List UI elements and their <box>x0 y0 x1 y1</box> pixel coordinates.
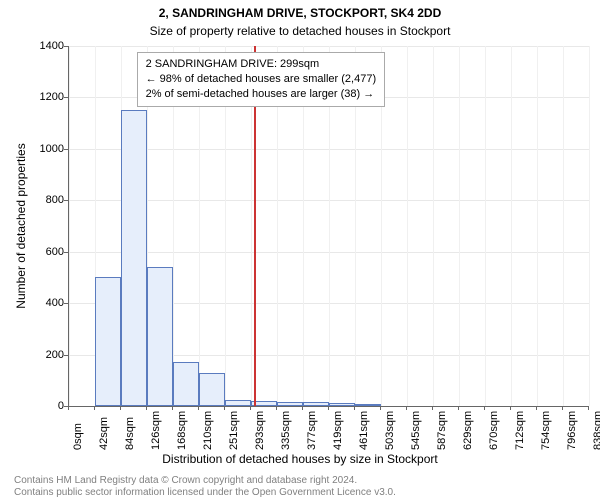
x-tick-mark <box>536 406 537 410</box>
x-tick-label: 587sqm <box>436 411 448 450</box>
y-tick-label: 1000 <box>24 143 64 155</box>
x-gridline <box>563 46 564 406</box>
x-gridline <box>511 46 512 406</box>
y-tick-label: 1400 <box>24 40 64 52</box>
x-tick-mark <box>276 406 277 410</box>
x-tick-mark <box>484 406 485 410</box>
x-tick-mark <box>380 406 381 410</box>
histogram-bar <box>95 277 120 406</box>
x-tick-label: 210sqm <box>202 411 214 450</box>
y-axis-label: Number of detached properties <box>14 143 28 308</box>
x-tick-mark <box>458 406 459 410</box>
x-gridline <box>69 46 70 406</box>
x-tick-label: 796sqm <box>566 411 578 450</box>
x-tick-label: 838sqm <box>592 411 600 450</box>
chart-container: { "chart": { "type": "histogram", "title… <box>0 0 600 500</box>
y-tick-mark <box>64 200 68 201</box>
histogram-bar <box>173 362 198 406</box>
plot-area: 2 SANDRINGHAM DRIVE: 299sqm ← 98% of det… <box>68 46 589 407</box>
x-axis-label: Distribution of detached houses by size … <box>0 452 600 466</box>
x-tick-mark <box>120 406 121 410</box>
x-gridline <box>433 46 434 406</box>
y-tick-label: 800 <box>24 194 64 206</box>
x-tick-label: 545sqm <box>410 411 422 450</box>
footer-line2: Contains public sector information licen… <box>14 486 396 499</box>
x-gridline <box>407 46 408 406</box>
x-tick-mark <box>354 406 355 410</box>
y-tick-label: 200 <box>24 349 64 361</box>
x-tick-mark <box>406 406 407 410</box>
annotation-line2: ← 98% of detached houses are smaller (2,… <box>146 72 377 87</box>
x-gridline <box>485 46 486 406</box>
histogram-bar <box>355 404 380 406</box>
y-tick-mark <box>64 97 68 98</box>
x-tick-mark <box>198 406 199 410</box>
x-tick-mark <box>68 406 69 410</box>
x-tick-label: 503sqm <box>384 411 396 450</box>
y-tick-label: 600 <box>24 246 64 258</box>
chart-title: 2, SANDRINGHAM DRIVE, STOCKPORT, SK4 2DD <box>0 6 600 20</box>
y-tick-mark <box>64 252 68 253</box>
histogram-bar <box>147 267 172 406</box>
x-tick-label: 754sqm <box>540 411 552 450</box>
x-tick-mark <box>562 406 563 410</box>
y-tick-mark <box>64 355 68 356</box>
x-tick-label: 42sqm <box>98 417 110 450</box>
annotation-line3: 2% of semi-detached houses are larger (3… <box>146 87 377 102</box>
x-tick-label: 629sqm <box>462 411 474 450</box>
x-tick-label: 168sqm <box>176 411 188 450</box>
x-tick-mark <box>432 406 433 410</box>
x-tick-mark <box>588 406 589 410</box>
x-tick-mark <box>328 406 329 410</box>
y-tick-label: 400 <box>24 297 64 309</box>
x-tick-label: 670sqm <box>488 411 500 450</box>
annotation-box: 2 SANDRINGHAM DRIVE: 299sqm ← 98% of det… <box>137 52 386 107</box>
histogram-bar <box>121 110 146 406</box>
x-tick-label: 712sqm <box>514 411 526 450</box>
histogram-bar <box>199 373 224 406</box>
histogram-bar <box>329 403 354 406</box>
x-tick-mark <box>146 406 147 410</box>
y-tick-label: 0 <box>24 400 64 412</box>
x-tick-label: 377sqm <box>306 411 318 450</box>
x-tick-label: 251sqm <box>228 411 240 450</box>
x-tick-label: 0sqm <box>72 423 84 450</box>
x-tick-mark <box>172 406 173 410</box>
y-tick-mark <box>64 303 68 304</box>
x-tick-mark <box>302 406 303 410</box>
y-tick-mark <box>64 46 68 47</box>
x-tick-label: 461sqm <box>358 411 370 450</box>
y-tick-mark <box>64 149 68 150</box>
x-tick-label: 335sqm <box>280 411 292 450</box>
x-gridline <box>459 46 460 406</box>
y-tick-label: 1200 <box>24 91 64 103</box>
x-tick-mark <box>224 406 225 410</box>
x-tick-label: 126sqm <box>150 411 162 450</box>
x-tick-mark <box>510 406 511 410</box>
x-gridline <box>537 46 538 406</box>
x-tick-label: 84sqm <box>124 417 136 450</box>
x-tick-label: 419sqm <box>332 411 344 450</box>
x-tick-mark <box>94 406 95 410</box>
x-tick-label: 293sqm <box>254 411 266 450</box>
x-gridline <box>589 46 590 406</box>
histogram-bar <box>225 400 250 406</box>
histogram-bar <box>303 402 328 406</box>
x-tick-mark <box>250 406 251 410</box>
histogram-bar <box>277 402 302 406</box>
annotation-line1: 2 SANDRINGHAM DRIVE: 299sqm <box>146 57 377 72</box>
chart-subtitle: Size of property relative to detached ho… <box>0 24 600 38</box>
